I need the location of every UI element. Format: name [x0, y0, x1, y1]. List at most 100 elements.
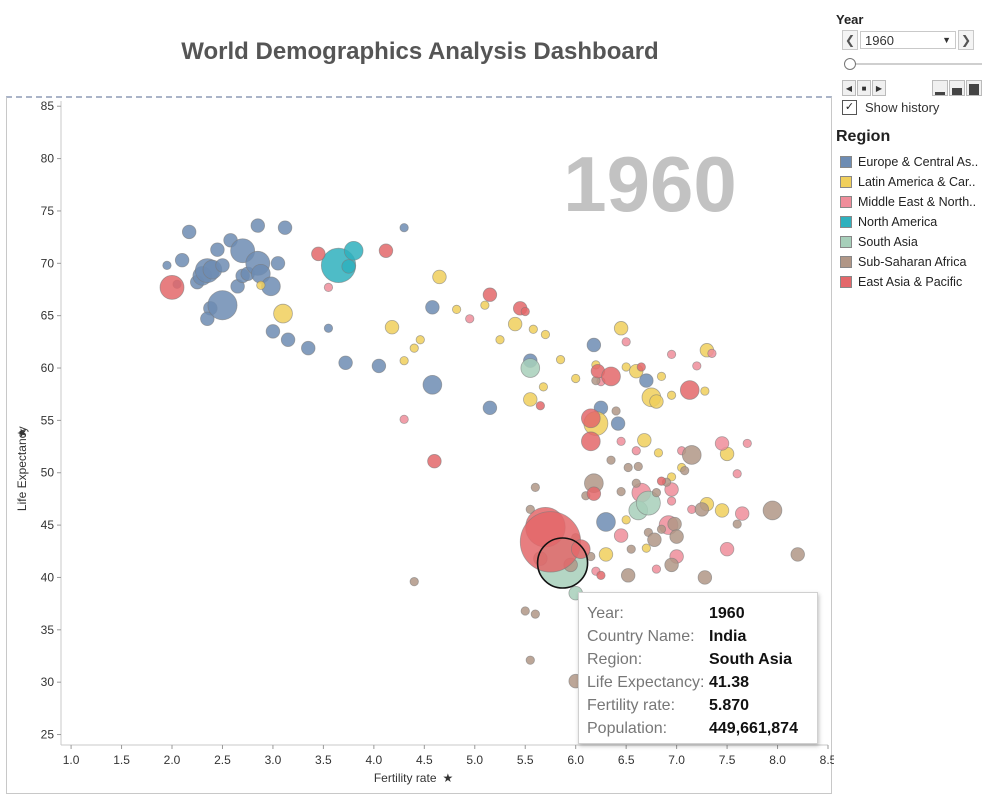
data-point[interactable] [719, 541, 735, 557]
data-point[interactable] [409, 577, 419, 587]
data-point[interactable] [581, 431, 601, 452]
data-point[interactable] [732, 469, 742, 479]
legend-item[interactable]: North America [836, 212, 978, 232]
data-point[interactable] [790, 547, 805, 562]
data-point[interactable] [649, 394, 664, 409]
data-point[interactable] [215, 258, 230, 273]
data-point[interactable] [343, 240, 364, 261]
data-point[interactable] [162, 260, 172, 271]
data-point[interactable] [633, 461, 643, 472]
data-point[interactable] [664, 557, 679, 573]
data-point[interactable] [666, 390, 677, 400]
speed-fast-button[interactable] [966, 80, 982, 96]
data-point[interactable] [596, 512, 616, 532]
data-point[interactable] [680, 466, 690, 476]
data-point[interactable] [656, 476, 667, 486]
data-point[interactable] [637, 433, 652, 448]
data-point[interactable] [200, 311, 215, 327]
data-point[interactable] [656, 371, 667, 382]
data-point[interactable] [432, 269, 447, 285]
data-point[interactable] [323, 323, 334, 333]
data-point[interactable] [378, 243, 394, 258]
legend-item[interactable]: Europe & Central As.. [836, 152, 978, 172]
data-point[interactable] [250, 218, 265, 233]
data-point[interactable] [528, 324, 538, 334]
data-point[interactable] [639, 373, 654, 388]
data-point[interactable] [399, 414, 409, 424]
data-point[interactable] [742, 438, 752, 449]
data-point[interactable] [714, 436, 730, 451]
data-point[interactable] [647, 532, 662, 547]
data-point[interactable] [530, 609, 540, 619]
data-point[interactable] [732, 519, 742, 529]
data-point[interactable] [482, 400, 498, 416]
data-point[interactable] [480, 300, 490, 310]
data-point[interactable] [523, 392, 538, 407]
data-point[interactable] [571, 373, 581, 384]
data-point[interactable] [667, 516, 682, 532]
data-point[interactable] [621, 515, 631, 525]
data-point[interactable] [210, 242, 225, 257]
legend-item[interactable]: Sub-Saharan Africa [836, 252, 978, 272]
data-point[interactable] [159, 274, 185, 300]
legend-item[interactable]: South Asia [836, 232, 978, 252]
data-point[interactable] [495, 335, 505, 345]
data-point[interactable] [452, 304, 462, 314]
data-point[interactable] [641, 543, 651, 553]
data-point[interactable] [427, 454, 442, 469]
data-point[interactable] [207, 290, 238, 321]
data-point[interactable] [311, 246, 326, 262]
data-point[interactable] [616, 436, 626, 446]
data-point[interactable] [606, 455, 616, 465]
data-point[interactable] [697, 570, 713, 585]
data-point[interactable] [714, 503, 730, 518]
data-point[interactable] [636, 362, 646, 372]
data-point[interactable] [631, 478, 641, 488]
year-slider[interactable] [844, 58, 982, 70]
data-point[interactable] [538, 382, 549, 392]
data-point[interactable] [174, 252, 190, 268]
data-point[interactable] [623, 462, 633, 473]
data-point[interactable] [265, 324, 281, 339]
data-point[interactable] [581, 408, 601, 429]
speed-slow-button[interactable] [932, 80, 948, 96]
data-point[interactable] [181, 224, 197, 240]
data-point[interactable] [535, 401, 545, 411]
stop-button[interactable]: ■ [857, 80, 871, 96]
data-point[interactable] [465, 314, 475, 324]
data-point[interactable] [425, 300, 440, 315]
data-point[interactable] [507, 316, 523, 332]
data-point[interactable] [610, 416, 626, 431]
data-point[interactable] [525, 655, 535, 665]
data-point[interactable] [613, 528, 629, 543]
data-point[interactable] [384, 319, 400, 335]
data-point[interactable] [280, 332, 296, 347]
data-point[interactable] [270, 256, 286, 271]
data-point[interactable] [586, 486, 602, 501]
play-button[interactable]: ▶ [872, 80, 886, 96]
data-point[interactable] [520, 358, 541, 378]
data-point[interactable] [371, 358, 387, 374]
data-point[interactable] [256, 280, 266, 290]
prev-year-button[interactable]: ❮ [842, 30, 858, 50]
data-point[interactable] [422, 374, 443, 395]
data-point[interactable] [621, 362, 631, 372]
data-point[interactable] [301, 340, 316, 356]
data-point[interactable] [586, 337, 602, 353]
data-point[interactable] [520, 606, 530, 616]
slider-thumb[interactable] [844, 58, 856, 70]
data-point[interactable] [598, 547, 614, 562]
data-point[interactable] [681, 445, 702, 465]
data-point[interactable] [669, 529, 684, 544]
legend-item[interactable]: Middle East & North.. [836, 192, 978, 212]
data-point[interactable] [694, 502, 710, 517]
data-point[interactable] [653, 448, 664, 458]
show-history-checkbox[interactable]: ✓ [842, 100, 857, 115]
data-point[interactable] [621, 337, 631, 347]
step-back-button[interactable]: ◀ [842, 80, 856, 96]
data-point[interactable] [620, 568, 636, 583]
data-point[interactable] [631, 446, 641, 456]
data-point[interactable] [530, 482, 540, 492]
data-point[interactable] [415, 335, 425, 345]
data-point[interactable] [323, 282, 334, 292]
